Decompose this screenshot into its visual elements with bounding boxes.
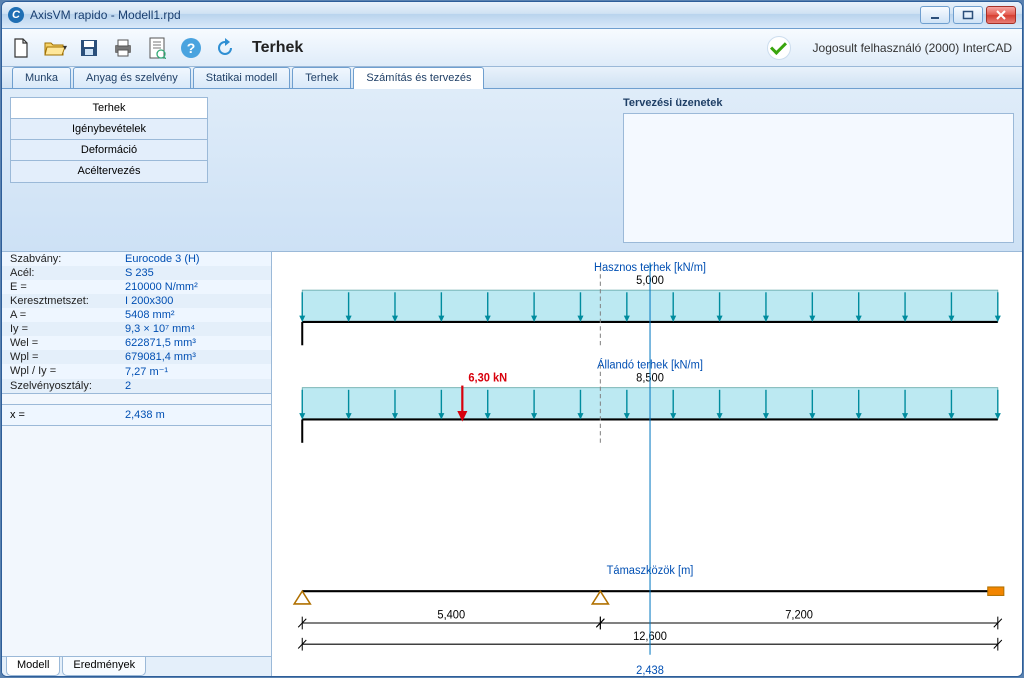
bottom-tab-modell[interactable]: Modell bbox=[6, 657, 60, 676]
tab-anyag-és-szelvény[interactable]: Anyag és szelvény bbox=[73, 67, 191, 88]
prop-key: Acél: bbox=[10, 267, 125, 279]
prop-value: Eurocode 3 (H) bbox=[125, 253, 200, 265]
prop-key: Wel = bbox=[10, 337, 125, 349]
prop-value: I 200x300 bbox=[125, 295, 173, 307]
status-ok-icon bbox=[767, 36, 791, 60]
save-icon[interactable] bbox=[76, 35, 102, 61]
svg-text:?: ? bbox=[187, 40, 196, 56]
x-position-value: 2,438 m bbox=[125, 409, 165, 421]
close-button[interactable] bbox=[986, 6, 1016, 24]
side-menu: TerhekIgénybevételekDeformációAcéltervez… bbox=[10, 97, 208, 183]
x-position-label: x = bbox=[10, 409, 125, 421]
prop-value: 210000 N/mm² bbox=[125, 281, 198, 293]
top-tabs: MunkaAnyag és szelvényStatikai modellTer… bbox=[2, 67, 1022, 89]
tab-számítás-és-tervezés[interactable]: Számítás és tervezés bbox=[353, 67, 484, 89]
properties-panel: Szabvány:Eurocode 3 (H)Acél:S 235E =2100… bbox=[2, 252, 272, 676]
page-heading: Terhek bbox=[252, 39, 759, 57]
titlebar: C AxisVM rapido - Modell1.rpd bbox=[2, 2, 1022, 29]
messages-box bbox=[623, 113, 1014, 243]
help-icon[interactable]: ? bbox=[178, 35, 204, 61]
messages-title: Tervezési üzenetek bbox=[623, 97, 1014, 109]
prop-key: E = bbox=[10, 281, 125, 293]
toolbar: ▾ ? Terhek Jogosult felhasználó (2000) I… bbox=[2, 29, 1022, 67]
new-file-icon[interactable] bbox=[8, 35, 34, 61]
bottom-tabs: ModellEredmények bbox=[2, 656, 271, 676]
prop-value: S 235 bbox=[125, 267, 154, 279]
prop-value: 7,27 m⁻¹ bbox=[125, 365, 168, 378]
prop-key: Iy = bbox=[10, 323, 125, 335]
refresh-icon[interactable] bbox=[212, 35, 238, 61]
prop-value: 9,3 × 10⁷ mm⁴ bbox=[125, 323, 195, 335]
tab-terhek[interactable]: Terhek bbox=[292, 67, 351, 88]
svg-text:6,30 kN: 6,30 kN bbox=[468, 372, 507, 384]
open-file-icon[interactable]: ▾ bbox=[42, 35, 68, 61]
sidemenu-item[interactable]: Acéltervezés bbox=[11, 161, 207, 182]
minimize-button[interactable] bbox=[920, 6, 950, 24]
prop-key: Szabvány: bbox=[10, 253, 125, 265]
tab-statikai-modell[interactable]: Statikai modell bbox=[193, 67, 291, 88]
prop-value: 5408 mm² bbox=[125, 309, 175, 321]
svg-text:7,200: 7,200 bbox=[785, 610, 813, 622]
prop-value: 622871,5 mm³ bbox=[125, 337, 196, 349]
tab-munka[interactable]: Munka bbox=[12, 67, 71, 88]
sidemenu-item[interactable]: Terhek bbox=[11, 98, 207, 119]
prop-key: Keresztmetszet: bbox=[10, 295, 125, 307]
bottom-tab-eredmények[interactable]: Eredmények bbox=[62, 657, 146, 676]
window-title: AxisVM rapido - Modell1.rpd bbox=[30, 8, 920, 22]
user-info: Jogosult felhasználó (2000) InterCAD bbox=[813, 41, 1012, 55]
prop-value: 2 bbox=[125, 380, 131, 392]
app-icon: C bbox=[8, 7, 24, 23]
print-icon[interactable] bbox=[110, 35, 136, 61]
svg-text:5,400: 5,400 bbox=[437, 610, 465, 622]
prop-key: A = bbox=[10, 309, 125, 321]
report-icon[interactable] bbox=[144, 35, 170, 61]
prop-value: 679081,4 mm³ bbox=[125, 351, 196, 363]
svg-text:2,438: 2,438 bbox=[636, 665, 664, 676]
sidemenu-item[interactable]: Deformáció bbox=[11, 140, 207, 161]
prop-key: Wpl / Iy = bbox=[10, 365, 125, 378]
prop-key: Wpl = bbox=[10, 351, 125, 363]
prop-key: Szelvényosztály: bbox=[10, 380, 125, 392]
maximize-button[interactable] bbox=[953, 6, 983, 24]
sidemenu-item[interactable]: Igénybevételek bbox=[11, 119, 207, 140]
diagram-canvas[interactable]: Hasznos terhek [kN/m]5,000Állandó terhek… bbox=[272, 252, 1022, 676]
